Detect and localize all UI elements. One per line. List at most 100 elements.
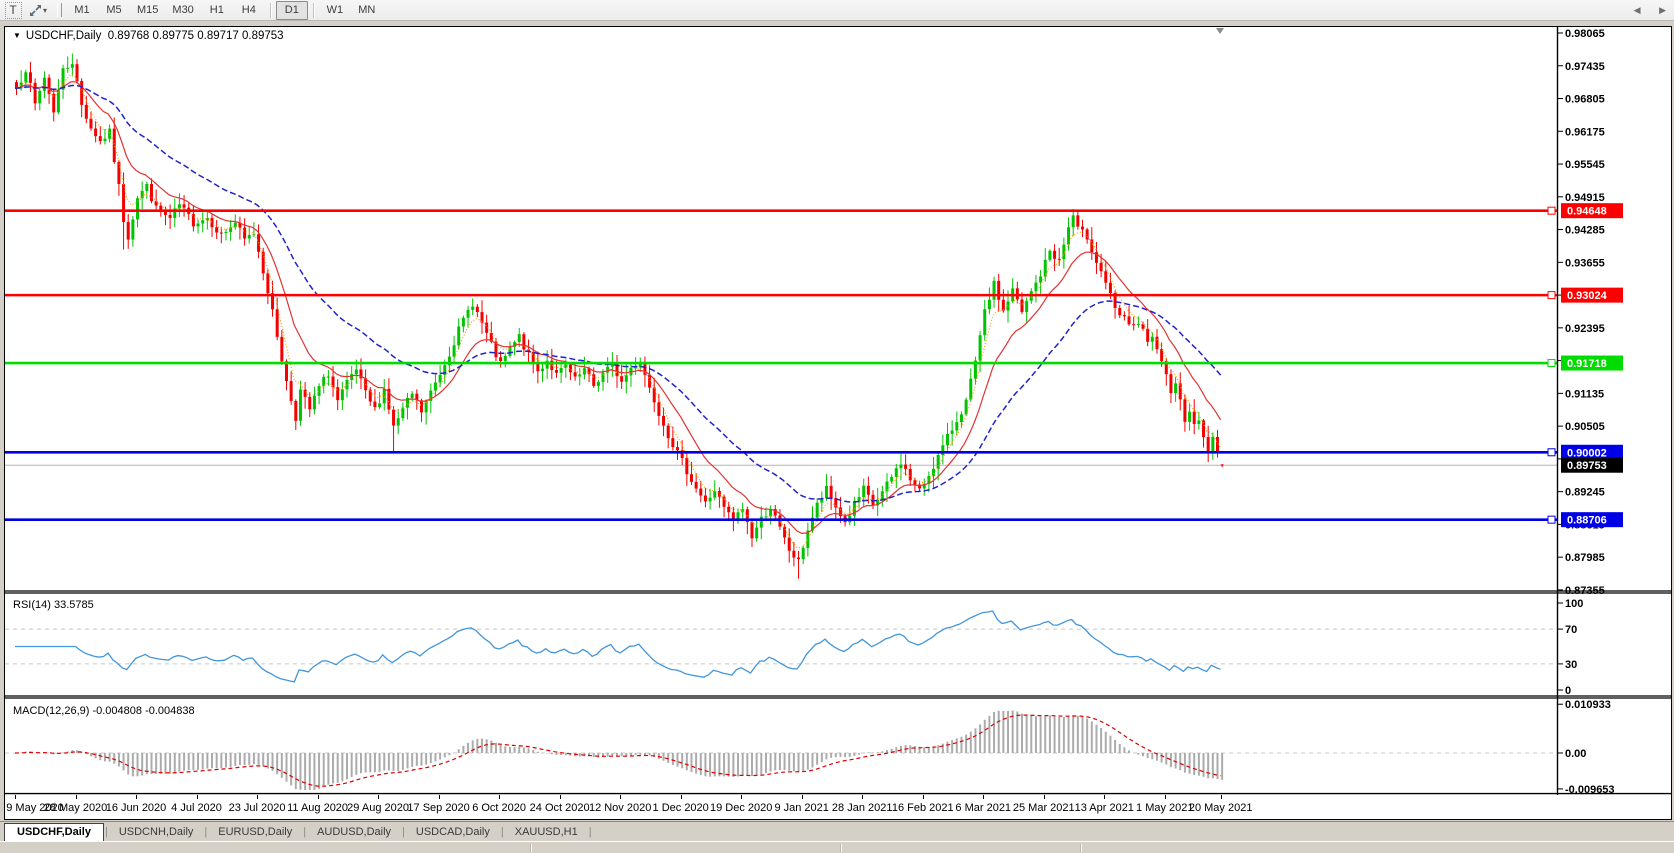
- timeframe-button-m30[interactable]: M30: [172, 4, 194, 16]
- macd-indicator-label: MACD(12,26,9) -0.004808 -0.004838: [13, 705, 195, 717]
- timeframe-button-group: M1 M5 M15 M30 H1 H4 D1 W1 MN: [66, 0, 383, 20]
- date-label: 1 Dec 2020: [652, 802, 709, 814]
- chart-title-caret-icon: ▼: [13, 31, 21, 40]
- date-tick: [75, 795, 77, 799]
- text-tool-button[interactable]: T: [3, 1, 23, 19]
- svg-text:0.87985: 0.87985: [1565, 552, 1605, 564]
- tab-audusd-daily[interactable]: AUDUSD,Daily: [317, 826, 392, 838]
- date-tick: [620, 795, 622, 799]
- tab-scroll-right-icon[interactable]: ▶: [1659, 5, 1666, 15]
- date-tick: [1164, 795, 1166, 799]
- status-divider: [530, 844, 531, 852]
- date-tick: [1220, 795, 1222, 799]
- tab-divider: |: [104, 826, 108, 838]
- date-tick: [499, 795, 501, 799]
- date-label: 16 Feb 2021: [891, 802, 954, 814]
- top-toolbar: T ▾ M1 M5 M15 M30 H1 H4 D1 W1 MN: [0, 0, 1674, 21]
- svg-text:0.96805: 0.96805: [1565, 94, 1605, 106]
- date-axis[interactable]: 9 May 2020 28 May 2020 16 Jun 2020 4 Jul 20…: [5, 795, 1671, 819]
- tab-eurusd-daily[interactable]: EURUSD,Daily: [218, 826, 293, 838]
- date-tick: [1043, 795, 1045, 799]
- chart-window: 0.98065 0.97435 0.96805 0.96175 0.95545 0.949…: [4, 26, 1672, 820]
- timeframe-button-m1[interactable]: M1: [74, 4, 90, 16]
- chevron-down-icon: ▾: [42, 5, 47, 15]
- date-tick: [862, 795, 864, 799]
- svg-text:0.90505: 0.90505: [1565, 421, 1605, 433]
- tab-divider: |: [303, 826, 307, 838]
- date-label: 28 May 2020: [43, 802, 108, 814]
- svg-text:0.97435: 0.97435: [1565, 61, 1605, 73]
- date-tick: [983, 795, 985, 799]
- date-label: 29 Aug 2020: [347, 802, 409, 814]
- tab-xauusd-h1[interactable]: XAUUSD,H1: [514, 826, 578, 838]
- date-tick: [922, 795, 924, 799]
- timeframe-button-mn[interactable]: MN: [358, 4, 376, 16]
- svg-text:-0.009653: -0.009653: [1565, 784, 1615, 795]
- status-bar: [0, 841, 1674, 853]
- crosshair-tool-button[interactable]: ▾: [23, 2, 53, 19]
- date-tick: [196, 795, 198, 799]
- timeframe-button-h1[interactable]: H1: [209, 4, 224, 16]
- tab-usdcad-daily[interactable]: USDCAD,Daily: [415, 826, 490, 838]
- toolbar-separator: [312, 2, 314, 18]
- date-label: 9 Jan 2021: [774, 802, 829, 814]
- date-label: 24 Oct 2020: [529, 802, 590, 814]
- rsi-indicator-label: RSI(14) 33.5785: [13, 599, 94, 611]
- svg-text:0.95545: 0.95545: [1565, 159, 1605, 171]
- svg-text:0.91135: 0.91135: [1565, 388, 1604, 400]
- date-tick: [378, 795, 380, 799]
- date-label: 13 Apr 2021: [1074, 802, 1134, 814]
- price-chart[interactable]: 0.98065 0.97435 0.96805 0.96175 0.95545 0.949…: [5, 27, 1671, 795]
- date-tick: [1104, 795, 1106, 799]
- date-tick: [680, 795, 682, 799]
- timeframe-button-h4[interactable]: H4: [241, 4, 256, 16]
- date-label: 16 Jun 2020: [105, 802, 167, 814]
- svg-text:0.90002: 0.90002: [1567, 447, 1607, 459]
- date-label: 28 Jan 2021: [831, 802, 893, 814]
- date-label: 25 Mar 2021: [1012, 802, 1075, 814]
- toolbar-grip[interactable]: [57, 3, 62, 17]
- svg-text:0.94915: 0.94915: [1565, 192, 1605, 204]
- svg-text:0.94648: 0.94648: [1567, 206, 1607, 218]
- status-divider: [840, 844, 841, 852]
- svg-text:0.93655: 0.93655: [1565, 257, 1605, 269]
- date-label: 20 May 2021: [1188, 802, 1253, 814]
- date-label: 1 May 2021: [1136, 802, 1194, 814]
- svg-text:0.91718: 0.91718: [1567, 358, 1607, 370]
- tab-usdchf-daily[interactable]: USDCHF,Daily: [4, 823, 104, 841]
- crosshair-tool-icon: [29, 4, 41, 16]
- svg-text:0.92395: 0.92395: [1565, 323, 1605, 335]
- timeframe-button-d1[interactable]: D1: [275, 0, 308, 20]
- date-label: 17 Sep 2020: [407, 802, 470, 814]
- tab-scroll-left-icon[interactable]: ◀: [1633, 5, 1641, 15]
- svg-text:0.93024: 0.93024: [1567, 290, 1608, 302]
- date-tick: [559, 795, 561, 799]
- svg-text:0.88706: 0.88706: [1567, 515, 1607, 527]
- date-tick: [317, 795, 319, 799]
- svg-text:0.87355: 0.87355: [1565, 585, 1605, 597]
- tab-scroll-arrows: ◀ ▶: [1618, 5, 1666, 16]
- svg-text:0: 0: [1565, 685, 1571, 697]
- svg-text:30: 30: [1565, 659, 1577, 671]
- text-tool-icon: T: [4, 1, 22, 19]
- chart-shift-marker[interactable]: [1216, 28, 1224, 34]
- chart-scroll-strip[interactable]: [0, 21, 1674, 26]
- date-tick: [136, 795, 138, 799]
- timeframe-button-w1[interactable]: W1: [326, 4, 344, 16]
- date-label: 12 Nov 2020: [588, 802, 652, 814]
- date-tick: [15, 795, 16, 799]
- svg-text:0.00: 0.00: [1565, 748, 1586, 760]
- date-label: 19 Dec 2020: [709, 802, 773, 814]
- timeframe-button-m15[interactable]: M15: [137, 4, 159, 16]
- tab-usdcnh-daily[interactable]: USDCNH,Daily: [118, 826, 194, 838]
- tab-divider: |: [588, 826, 592, 838]
- timeframe-button-m5[interactable]: M5: [106, 4, 122, 16]
- chart-tab-bar: USDCHF,Daily | USDCNH,Daily | EURUSD,Daily | A…: [0, 821, 1674, 841]
- svg-text:100: 100: [1565, 598, 1583, 610]
- tab-divider: |: [204, 826, 208, 838]
- svg-text:0.96175: 0.96175: [1565, 126, 1605, 138]
- svg-text:0.89753: 0.89753: [1567, 460, 1607, 472]
- date-tick: [801, 795, 803, 799]
- status-divider: [1080, 844, 1081, 852]
